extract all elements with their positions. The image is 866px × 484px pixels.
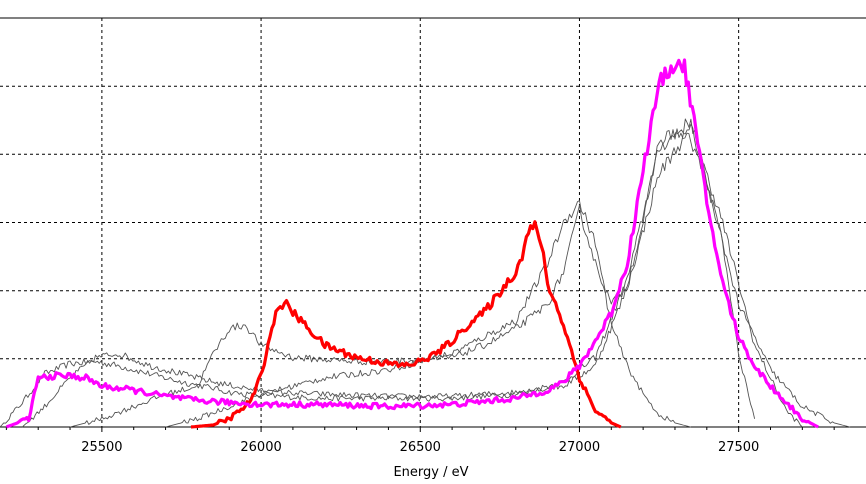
- series-line-2: [21, 123, 803, 428]
- x-tick-label: 27500: [718, 440, 759, 455]
- series-line-5: [190, 220, 622, 429]
- series-layer: [0, 58, 851, 429]
- x-tick-labels: 25500 26000 26500 27000 27500: [81, 440, 759, 455]
- plot-frame: [0, 17, 866, 432]
- x-tick-label: 26000: [240, 440, 281, 455]
- series-line-6: [5, 58, 819, 429]
- x-tick-label: 27000: [559, 440, 600, 455]
- x-tick-label: 25500: [81, 440, 122, 455]
- grid-layer: [0, 17, 866, 427]
- series-line-1: [0, 118, 756, 428]
- series-line-3: [69, 128, 851, 428]
- x-axis-title: Energy / eV: [393, 465, 468, 480]
- x-tick-label: 26500: [400, 440, 441, 455]
